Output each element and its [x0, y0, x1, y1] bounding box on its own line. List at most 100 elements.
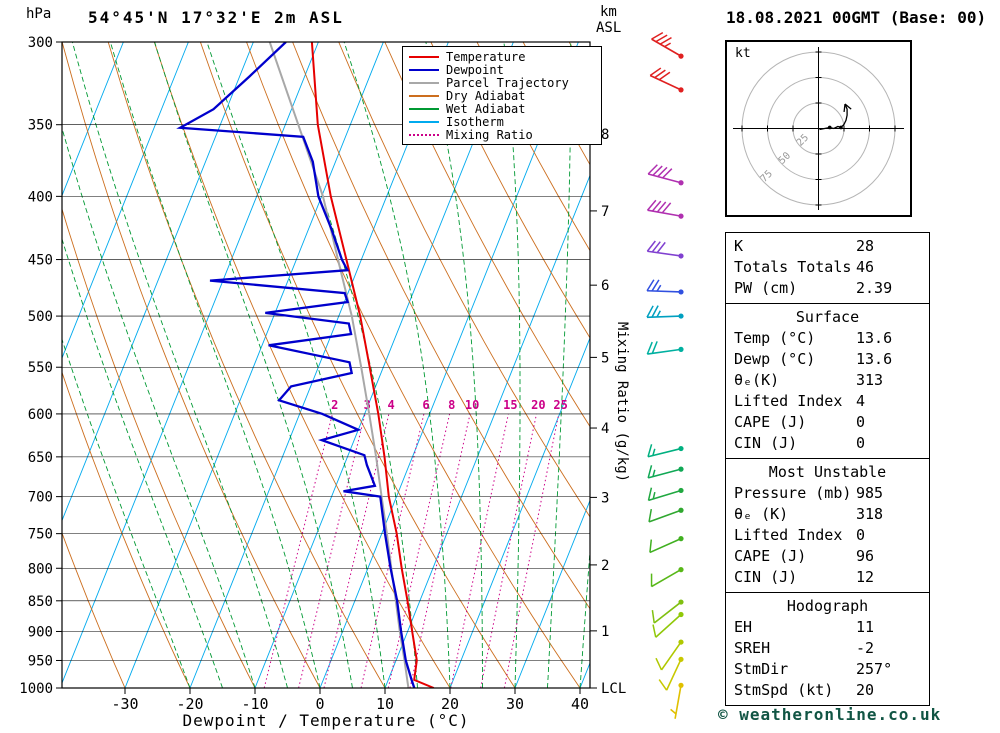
stat-row: Totals Totals 46: [726, 257, 929, 278]
svg-text:3: 3: [601, 490, 609, 506]
svg-text:75: 75: [759, 168, 775, 184]
wind-barb: [649, 536, 684, 554]
svg-text:6: 6: [422, 398, 429, 412]
svg-text:-10: -10: [241, 695, 268, 713]
stat-row: CAPE (J) 96: [726, 546, 929, 567]
svg-text:8: 8: [601, 127, 609, 143]
svg-text:40: 40: [571, 695, 589, 713]
legend-item: Mixing Ratio: [409, 127, 595, 142]
legend-label: Wet Adiabat: [446, 101, 526, 116]
copyright: © weatheronline.co.uk: [718, 705, 942, 724]
stat-value: 11: [856, 618, 875, 636]
stat-label: Temp (°C): [734, 329, 816, 347]
wind-barb: [651, 599, 684, 624]
wind-barb: [652, 611, 684, 638]
stat-label: EH: [734, 618, 753, 636]
wind-barb: [647, 444, 684, 458]
panel-section-title: Most Unstable: [768, 463, 887, 481]
stat-label: CAPE (J): [734, 547, 807, 565]
svg-text:850: 850: [28, 594, 53, 610]
panel-section: Hodograph EH 11 SREH -2 StmDir 257° StmSpd (kt)…: [725, 592, 930, 706]
wind-barb: [647, 487, 684, 502]
wind-barb: [650, 567, 684, 588]
wind-barb: [655, 639, 684, 671]
dewpoint-curve: [176, 42, 416, 688]
svg-text:1000: 1000: [19, 681, 53, 697]
panel-section: Most Unstable Pressure (mb) 985 θₑ (K) 318 Li…: [725, 458, 930, 593]
run-title: 18.08.2021 00GMT (Base: 00): [726, 8, 987, 27]
svg-text:450: 450: [28, 253, 53, 269]
svg-text:8: 8: [448, 398, 455, 412]
stat-value: 257°: [856, 660, 893, 678]
svg-text:7: 7: [601, 204, 609, 220]
stat-row: θₑ(K) 313: [726, 370, 929, 391]
stat-label: Pressure (mb): [734, 484, 852, 502]
stat-value: 13.6: [856, 350, 893, 368]
stat-label: Dewp (°C): [734, 350, 816, 368]
stat-label: K: [734, 237, 744, 255]
stat-row: Lifted Index 0: [726, 525, 929, 546]
legend-swatch: [409, 94, 439, 97]
wind-barb: [647, 465, 684, 479]
legend-item: Temperature: [409, 49, 595, 64]
stat-value: 985: [856, 484, 884, 502]
legend-item: Dewpoint: [409, 62, 595, 77]
svg-text:20: 20: [441, 695, 459, 713]
svg-text:15: 15: [503, 398, 517, 412]
stat-row: StmSpd (kt) 20: [726, 680, 929, 701]
stat-row: CIN (J) 0: [726, 433, 929, 454]
legend-item: Isotherm: [409, 115, 595, 129]
legend-swatch: [409, 68, 439, 71]
altitude-axis-unit-asl: ASL: [596, 20, 622, 36]
wind-barb: [648, 507, 684, 523]
svg-text:-20: -20: [176, 695, 203, 713]
stat-row: Pressure (mb) 985: [726, 483, 929, 504]
svg-text:25: 25: [553, 398, 567, 412]
isotherm-lines: [62, 42, 590, 688]
stat-value: 0: [856, 526, 866, 544]
stat-label: CAPE (J): [734, 413, 807, 431]
panel-section-title: Surface: [795, 308, 860, 326]
mixing-ratio-lines: [263, 413, 560, 688]
wind-barb: [646, 199, 684, 219]
stat-row: Lifted Index 4: [726, 391, 929, 412]
stat-row: θₑ (K) 318: [726, 504, 929, 525]
stat-value: 0: [856, 413, 866, 431]
legend-item: Wet Adiabat: [409, 101, 595, 116]
legend-label: Temperature: [446, 49, 526, 64]
wind-barb: [647, 164, 684, 186]
legend-item: Parcel Trajectory: [409, 76, 595, 90]
hodograph-box: kt 25 50 75: [725, 40, 912, 217]
svg-text:25: 25: [795, 132, 811, 148]
legend-label: Mixing Ratio: [446, 127, 533, 142]
altitude-axis-unit-km: km: [600, 4, 617, 20]
wind-barb: [670, 682, 684, 719]
svg-text:30: 30: [506, 695, 524, 713]
stat-value: 13.6: [856, 329, 893, 347]
wind-barb: [646, 341, 684, 355]
wind-barb: [646, 279, 684, 295]
wind-barb: [646, 240, 684, 259]
stat-row: SREH -2: [726, 638, 929, 659]
indices-panel: K 28 Totals Totals 46 PW (cm) 2.39 Surface Temp…: [725, 232, 930, 706]
stat-row: Dewp (°C) 13.6: [726, 349, 929, 370]
stat-value: 4: [856, 392, 866, 410]
svg-text:350: 350: [28, 118, 53, 134]
x-axis-title: Dewpoint / Temperature (°C): [182, 711, 470, 730]
temperature-curve: [310, 42, 435, 688]
svg-text:800: 800: [28, 561, 53, 577]
svg-text:650: 650: [28, 450, 53, 466]
wind-barb: [658, 656, 684, 691]
wind-barb: [649, 67, 684, 93]
legend-label: Dewpoint: [446, 62, 504, 77]
stat-row: PW (cm) 2.39: [726, 278, 929, 299]
stat-label: SREH: [734, 639, 771, 657]
svg-text:0: 0: [315, 695, 324, 713]
pressure-axis-unit: hPa: [26, 6, 52, 22]
stat-label: Lifted Index: [734, 392, 843, 410]
svg-text:5: 5: [601, 350, 609, 366]
stat-value: 318: [856, 505, 884, 523]
stat-row: K 28: [726, 236, 929, 257]
